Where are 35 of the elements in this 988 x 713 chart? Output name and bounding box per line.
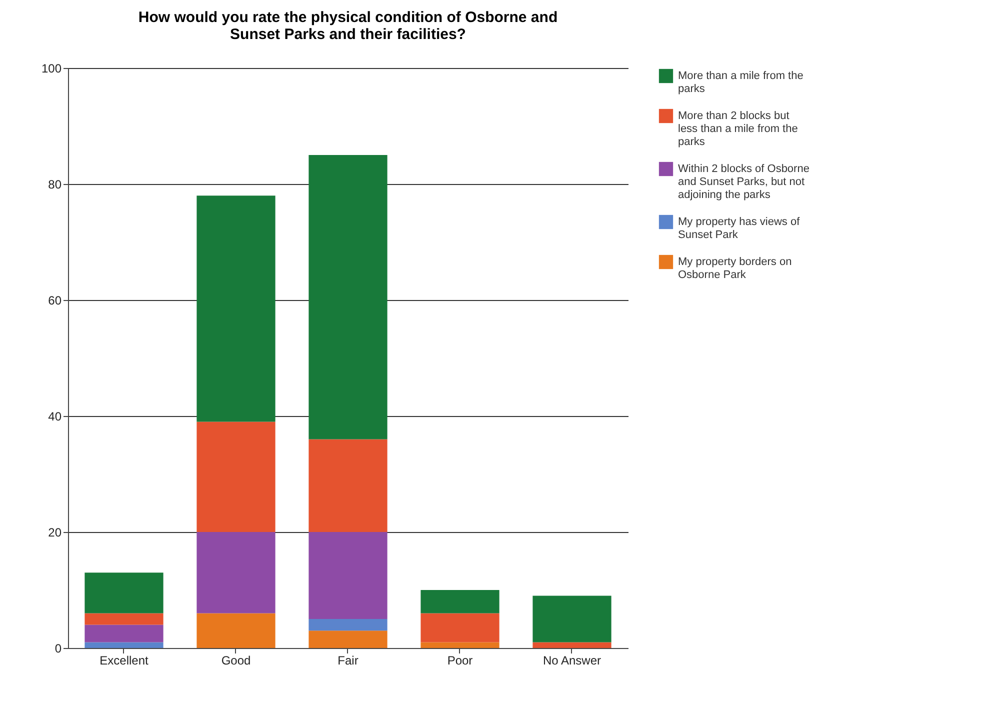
bar (84, 624, 164, 642)
bar (84, 572, 164, 614)
y-tick-label: 20 (48, 526, 62, 540)
y-tick-label: 0 (54, 642, 62, 656)
chart-title: How would you rate the physical condition of Osborne and Sunset Parks and their facilities? (138, 9, 558, 43)
x-tick-label: Excellent (100, 654, 150, 668)
bar (420, 613, 500, 642)
bar (308, 155, 388, 440)
bar (532, 596, 612, 642)
legend-label: My property has views of Sunset Park (678, 216, 801, 241)
bar (196, 532, 276, 614)
x-tick-label: Poor (447, 654, 473, 668)
legend-label: More than a mile from the parks (678, 70, 804, 95)
y-tick-label: 80 (48, 178, 62, 192)
bar (84, 613, 164, 625)
x-tick-label: Good (221, 654, 251, 668)
bar (84, 642, 164, 648)
x-tick-label: No Answer (542, 654, 602, 668)
legend-label: Within 2 blocks of Osborne and Sunset Parks, but not adjoining the parks (678, 163, 810, 201)
bar (196, 422, 276, 532)
bar (532, 642, 612, 648)
y-tick-label: 60 (48, 294, 62, 308)
bar (308, 630, 388, 648)
bar (420, 590, 500, 614)
bar (196, 196, 276, 422)
bar (308, 532, 388, 619)
bar (308, 619, 388, 631)
x-tick-label: Fair (338, 654, 358, 668)
bar (196, 613, 276, 648)
bar (308, 439, 388, 532)
bar (420, 642, 500, 648)
legend-label: My property borders on Osborne Park (678, 256, 792, 281)
y-tick-label: 40 (48, 410, 62, 424)
y-tick-label: 100 (41, 62, 62, 76)
legend-label: More than 2 blocks but less than a mile from the parks (678, 110, 798, 148)
